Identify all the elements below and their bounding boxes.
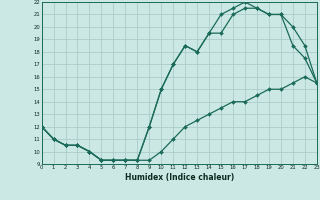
X-axis label: Humidex (Indice chaleur): Humidex (Indice chaleur) [124, 173, 234, 182]
